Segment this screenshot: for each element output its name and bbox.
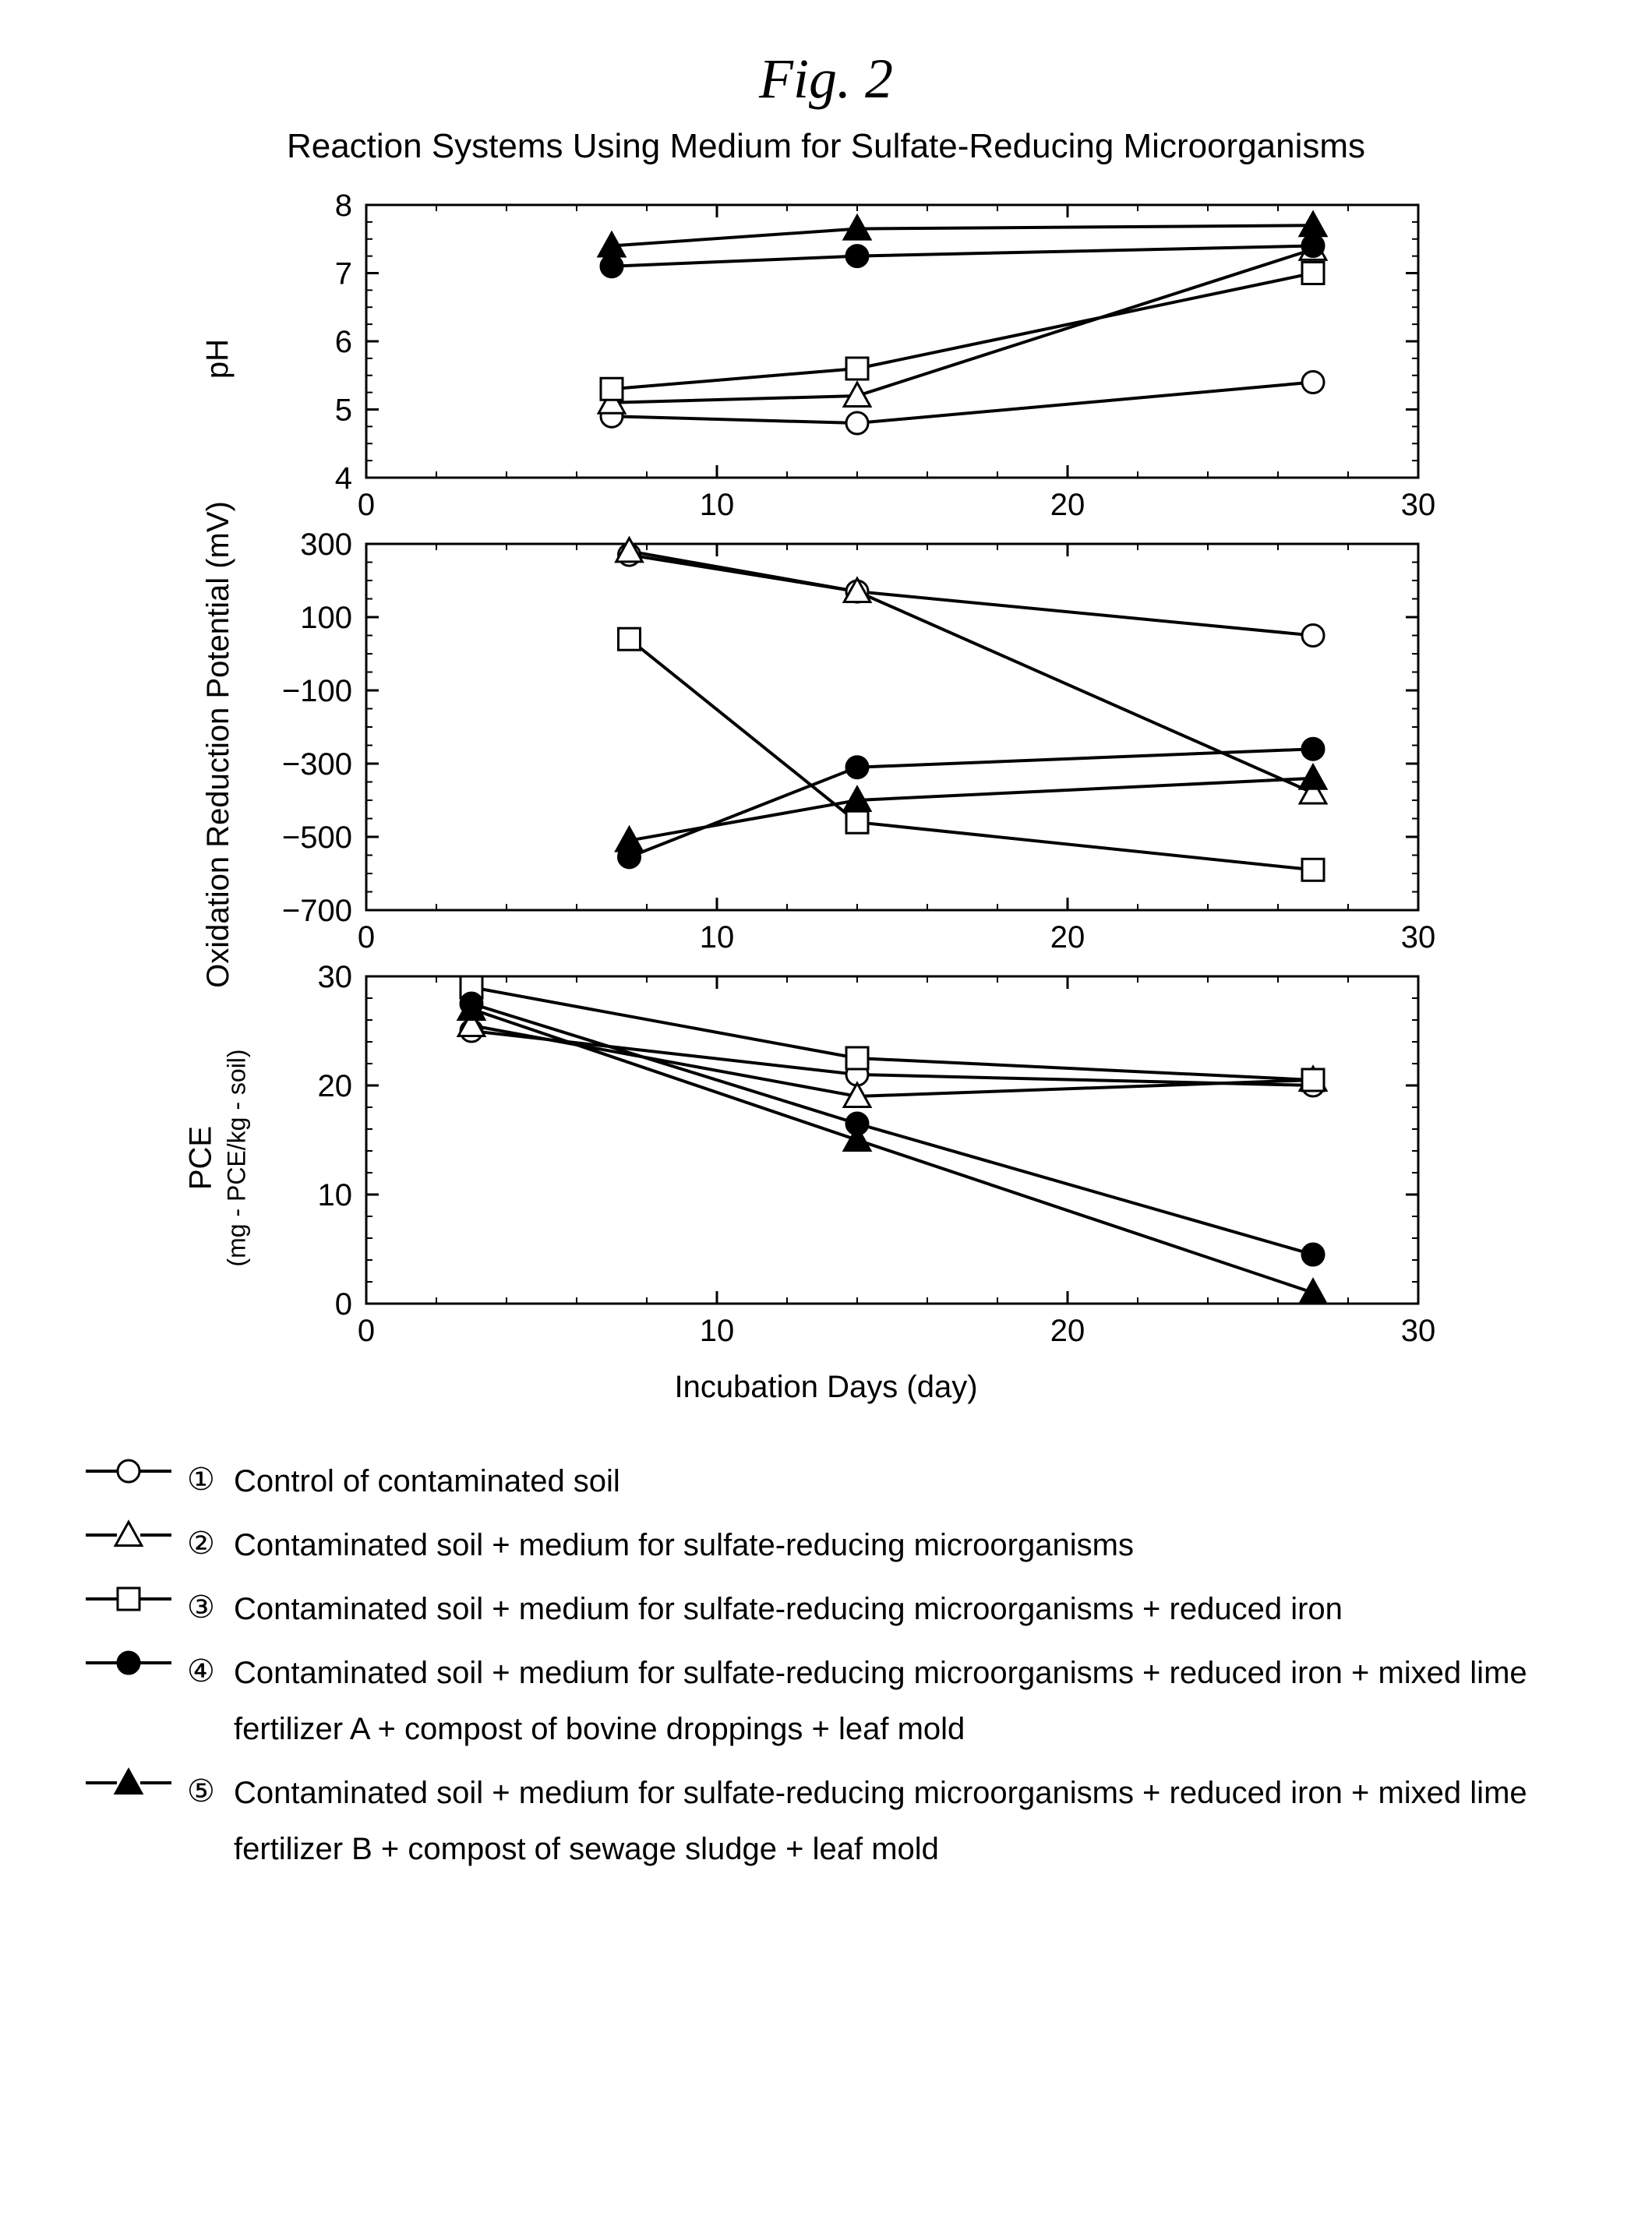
panel-pce: 0 10 20 30 0 10 20 30	[273, 961, 1442, 1354]
legend-marker-s4	[78, 1643, 187, 1700]
svg-text:20: 20	[1050, 920, 1085, 955]
legend-marker-s2	[78, 1516, 187, 1572]
legend-row: ③Contaminated soil + medium for sulfate-…	[78, 1579, 1574, 1637]
legend-marker-s5	[78, 1763, 187, 1820]
legend-text: Control of contaminated soil	[234, 1452, 1574, 1509]
svg-text:20: 20	[318, 1069, 353, 1103]
svg-text:−500: −500	[282, 821, 352, 855]
svg-text:30: 30	[318, 961, 353, 994]
svg-text:10: 10	[318, 1178, 353, 1212]
legend-text: Contaminated soil + medium for sulfate-r…	[234, 1763, 1574, 1877]
svg-text:4: 4	[335, 461, 352, 496]
legend-number: ③	[187, 1579, 234, 1636]
legend-row: ②Contaminated soil + medium for sulfate-…	[78, 1516, 1574, 1573]
y-label-orp: Oxidation Reduction Potential (mV)	[201, 501, 236, 988]
legend: ①Control of contaminated soil②Contaminat…	[78, 1452, 1574, 1877]
x-axis-label: Incubation Days (day)	[164, 1370, 1488, 1405]
legend-number: ②	[187, 1516, 234, 1572]
svg-text:10: 10	[700, 1314, 735, 1348]
legend-row: ④Contaminated soil + medium for sulfate-…	[78, 1643, 1574, 1757]
svg-text:30: 30	[1401, 488, 1436, 522]
figure-subtitle: Reaction Systems Using Medium for Sulfat…	[78, 127, 1574, 166]
svg-text:−700: −700	[282, 894, 352, 928]
legend-row: ⑤Contaminated soil + medium for sulfate-…	[78, 1763, 1574, 1877]
legend-text: Contaminated soil + medium for sulfate-r…	[234, 1516, 1574, 1573]
svg-text:20: 20	[1050, 1314, 1085, 1348]
svg-text:10: 10	[700, 920, 735, 955]
svg-text:−300: −300	[282, 747, 352, 782]
chart-area: pH 4 5 6 7 8 0 10 20 30 Oxidation Reduction Pote…	[164, 189, 1488, 1405]
legend-number: ⑤	[187, 1763, 234, 1819]
svg-text:20: 20	[1050, 488, 1085, 522]
svg-text:30: 30	[1401, 1314, 1436, 1348]
svg-text:30: 30	[1401, 920, 1436, 955]
svg-text:5: 5	[335, 394, 352, 428]
svg-text:0: 0	[358, 488, 375, 522]
legend-row: ①Control of contaminated soil	[78, 1452, 1574, 1509]
panel-orp: −700 −500 −300 −100 100 300 0 10 20 30	[273, 528, 1442, 961]
svg-text:300: 300	[300, 528, 352, 562]
legend-text: Contaminated soil + medium for sulfate-r…	[234, 1643, 1574, 1757]
svg-text:0: 0	[358, 920, 375, 955]
legend-marker-s3	[78, 1579, 187, 1636]
legend-marker-s1	[78, 1452, 187, 1509]
svg-text:7: 7	[335, 257, 352, 291]
y-label-ph: pH	[200, 339, 235, 379]
svg-text:6: 6	[335, 325, 352, 359]
svg-text:0: 0	[358, 1314, 375, 1348]
panel-ph: 4 5 6 7 8 0 10 20 30	[273, 189, 1442, 528]
svg-text:100: 100	[300, 601, 352, 635]
svg-text:10: 10	[700, 488, 735, 522]
figure-title: Fig. 2	[78, 47, 1574, 111]
svg-text:8: 8	[335, 189, 352, 223]
svg-text:0: 0	[335, 1287, 352, 1322]
y-label-pce: PCE(mg - PCE/kg - soil)	[184, 1049, 252, 1266]
legend-text: Contaminated soil + medium for sulfate-r…	[234, 1579, 1574, 1637]
svg-text:−100: −100	[282, 674, 352, 708]
legend-number: ①	[187, 1452, 234, 1508]
legend-number: ④	[187, 1643, 234, 1699]
